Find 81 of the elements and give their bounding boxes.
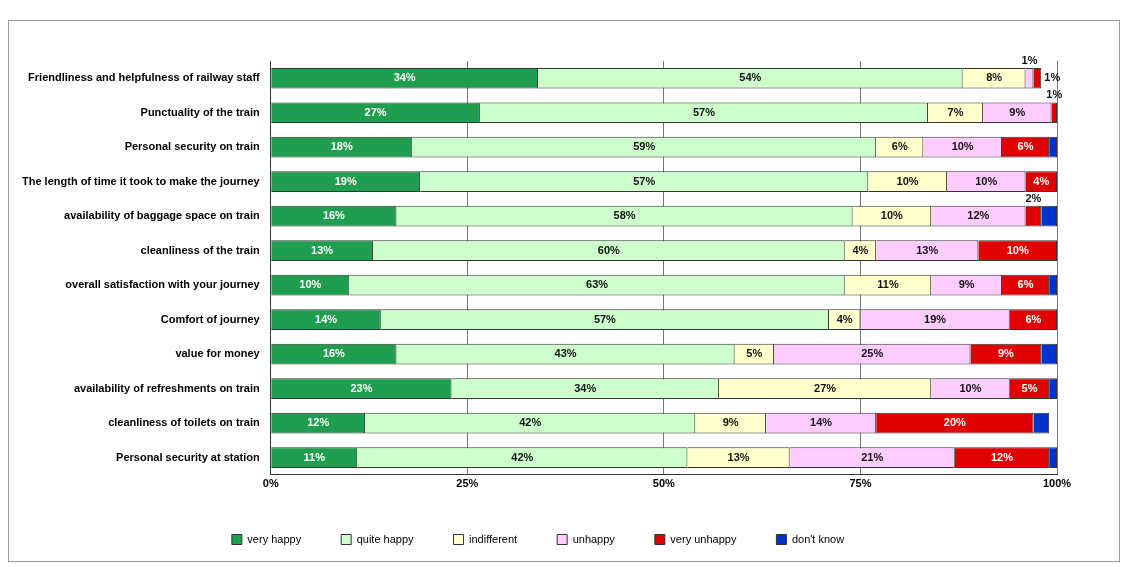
data-label: 19%: [334, 174, 357, 187]
data-label: 16%: [322, 209, 346, 222]
data-label: 60%: [597, 243, 621, 256]
data-label: 4%: [1033, 174, 1050, 187]
data-label: 13%: [727, 450, 750, 463]
data-label: 9%: [1009, 105, 1026, 118]
x-tick-label: 75%: [849, 477, 872, 490]
x-tick-label: 0%: [262, 477, 279, 490]
data-label: 19%: [924, 312, 947, 325]
data-label: 59%: [633, 140, 656, 153]
data-label: 5%: [746, 347, 763, 360]
data-label: 34%: [393, 71, 416, 84]
x-tick-label: 25%: [456, 477, 479, 490]
data-label: 34%: [574, 381, 597, 394]
y-tick-label: Personal security on train: [124, 140, 261, 153]
y-tick-label: value for money: [175, 347, 261, 360]
y-tick-label: availability of baggage space on train: [64, 209, 261, 222]
data-label: 2%: [1025, 191, 1042, 204]
data-label: 27%: [364, 105, 387, 118]
data-label: 13%: [311, 243, 334, 256]
legend-label: indifferent: [469, 532, 518, 545]
data-label: 16%: [322, 347, 346, 360]
data-label: 27%: [814, 381, 837, 394]
legend-label: very unhappy: [670, 532, 737, 545]
legend-label: don't know: [791, 532, 845, 545]
data-label: 11%: [303, 450, 326, 463]
data-label: 25%: [861, 347, 884, 360]
data-label: 54%: [739, 71, 762, 84]
data-label: 13%: [916, 243, 939, 256]
y-tick-label: Friendliness and helpfulness of railway staff: [28, 71, 261, 84]
data-label: 42%: [511, 450, 534, 463]
data-label: 9%: [997, 347, 1015, 360]
data-label: 12%: [990, 450, 1014, 463]
data-label: 18%: [330, 140, 353, 153]
y-tick-label: Punctuality of the train: [140, 105, 261, 118]
data-label: 20%: [943, 416, 967, 429]
data-label: 5%: [1021, 381, 1038, 394]
x-tick-label: 50%: [652, 477, 676, 490]
data-label: 10%: [896, 174, 919, 187]
data-label: 10%: [959, 381, 982, 394]
y-tick-label: The length of time it took to make the journey: [21, 174, 261, 187]
data-label: 57%: [633, 174, 656, 187]
data-label: 63%: [586, 278, 609, 291]
legend-label: very happy: [247, 532, 302, 545]
data-label: 4%: [836, 312, 853, 325]
data-label: 10%: [975, 174, 998, 187]
data-label: 12%: [967, 209, 990, 222]
data-label: 6%: [1017, 278, 1034, 291]
data-label: 10%: [1006, 243, 1029, 256]
data-label: 58%: [613, 209, 636, 222]
y-tick-label: cleanliness of the train: [140, 243, 261, 256]
data-label: 11%: [877, 278, 899, 291]
data-label: 23%: [350, 381, 373, 394]
data-label: 6%: [891, 140, 908, 153]
y-tick-label: cleanliness of toilets on train: [108, 416, 261, 429]
data-label: 57%: [593, 312, 617, 325]
y-tick-label: Comfort of journey: [160, 312, 261, 325]
data-label: 6%: [1017, 140, 1034, 153]
data-label: 9%: [722, 416, 739, 429]
data-label: 42%: [519, 416, 542, 429]
data-label: 43%: [554, 347, 577, 360]
data-label: 21%: [861, 450, 884, 463]
data-label: 9%: [958, 278, 975, 291]
y-tick-label: Personal security at station: [116, 450, 261, 463]
data-label: 10%: [880, 209, 904, 222]
x-tick-label: 100%: [1042, 477, 1072, 490]
data-label: 8%: [986, 71, 1003, 84]
data-label: 4%: [852, 243, 869, 256]
legend-label: unhappy: [572, 532, 616, 545]
data-label: 12%: [307, 416, 330, 429]
data-label: 57%: [692, 105, 716, 118]
y-tick-label: overall satisfaction with your journey: [65, 278, 261, 291]
data-label: 14%: [315, 312, 338, 325]
data-label: 7%: [947, 105, 964, 118]
y-tick-label: availability of refreshments on train: [73, 381, 261, 394]
data-label: 14%: [810, 416, 833, 429]
data-label: 6%: [1025, 312, 1042, 325]
data-label: 1%: [1021, 53, 1038, 66]
data-label: 10%: [299, 278, 322, 291]
legend-label: quite happy: [356, 532, 415, 545]
data-label: 10%: [951, 140, 974, 153]
